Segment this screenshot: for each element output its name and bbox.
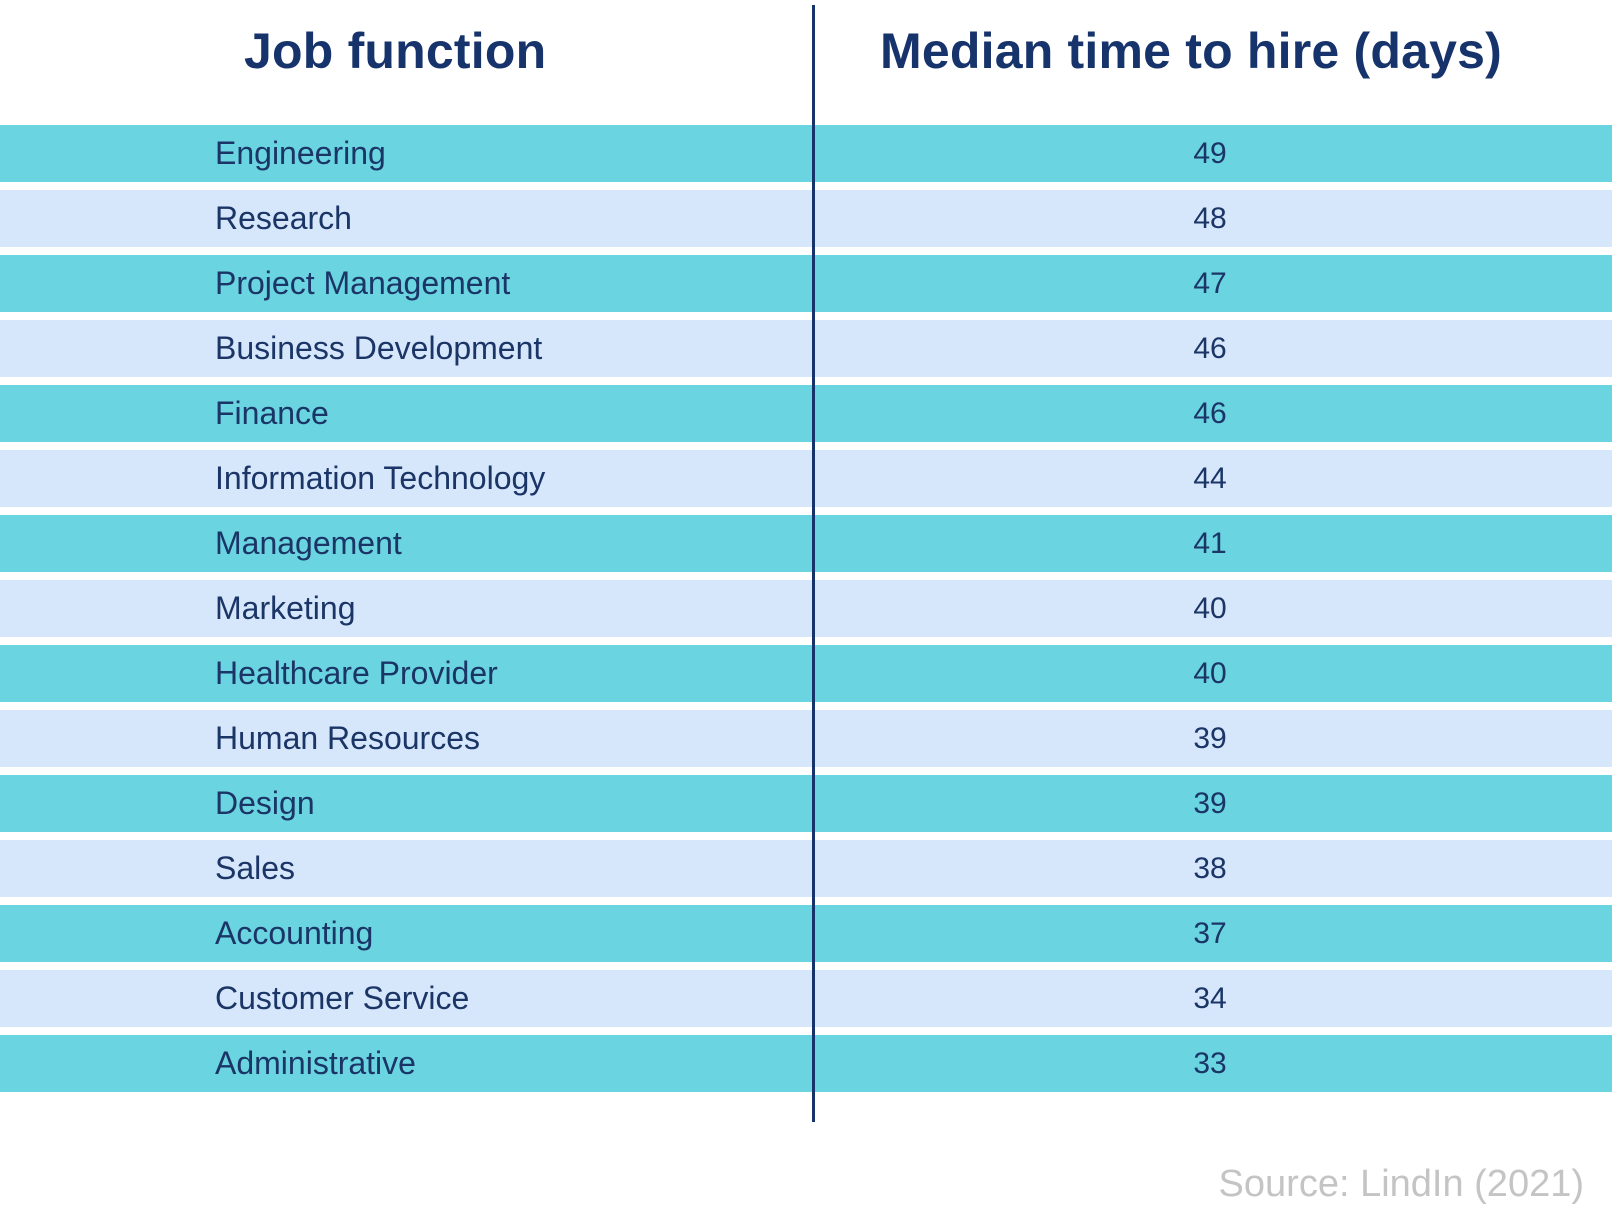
job-function-cell: Engineering — [215, 135, 386, 171]
job-function-cell: Management — [215, 525, 402, 561]
median-days-cell: 49 — [1193, 137, 1227, 170]
table-row: Sales 38 — [0, 840, 1612, 897]
table-row: Business Development 46 — [0, 320, 1612, 377]
job-function-cell: Business Development — [215, 330, 543, 366]
median-days-cell: 34 — [1193, 982, 1227, 1015]
table-row: Research 48 — [0, 190, 1612, 247]
table-header: Job function Median time to hire (days) — [0, 0, 1612, 120]
job-function-cell: Project Management — [215, 265, 511, 301]
table-row: Finance 46 — [0, 385, 1612, 442]
median-days-cell: 48 — [1193, 202, 1227, 235]
job-function-cell: Accounting — [215, 915, 374, 951]
median-days-cell: 46 — [1193, 332, 1227, 365]
median-days-cell: 47 — [1193, 267, 1227, 300]
table-row: Information Technology 44 — [0, 450, 1612, 507]
table-row: Customer Service 34 — [0, 970, 1612, 1027]
table-row: Accounting 37 — [0, 905, 1612, 962]
job-function-cell: Design — [215, 785, 315, 821]
median-days-cell: 40 — [1193, 657, 1227, 690]
median-days-cell: 37 — [1193, 917, 1227, 950]
column-header-median-time: Median time to hire (days) — [880, 23, 1502, 79]
table-row: Administrative 33 — [0, 1035, 1612, 1092]
median-days-cell: 39 — [1193, 722, 1227, 755]
table-row: Management 41 — [0, 515, 1612, 572]
table-row: Engineering 49 — [0, 125, 1612, 182]
column-divider — [812, 5, 815, 1122]
job-function-cell: Healthcare Provider — [215, 655, 498, 691]
table-row: Marketing 40 — [0, 580, 1612, 637]
job-function-cell: Human Resources — [215, 720, 480, 756]
job-function-cell: Customer Service — [215, 980, 470, 1016]
median-days-cell: 44 — [1193, 462, 1227, 495]
job-function-cell: Administrative — [215, 1045, 416, 1081]
median-days-cell: 40 — [1193, 592, 1227, 625]
median-days-cell: 41 — [1193, 527, 1227, 560]
column-header-job-function: Job function — [244, 23, 547, 79]
source-note: Source: LindIn (2021) — [1218, 1163, 1584, 1205]
table-row: Healthcare Provider 40 — [0, 645, 1612, 702]
job-function-cell: Marketing — [215, 590, 356, 626]
job-function-cell: Research — [215, 200, 352, 236]
table-row: Design 39 — [0, 775, 1612, 832]
median-days-cell: 46 — [1193, 397, 1227, 430]
median-days-cell: 38 — [1193, 852, 1227, 885]
median-days-cell: 33 — [1193, 1047, 1227, 1080]
job-function-cell: Sales — [215, 850, 296, 886]
table-row: Project Management 47 — [0, 255, 1612, 312]
job-function-cell: Information Technology — [215, 460, 546, 496]
median-days-cell: 39 — [1193, 787, 1227, 820]
table-row: Human Resources 39 — [0, 710, 1612, 767]
job-function-cell: Finance — [215, 395, 329, 431]
